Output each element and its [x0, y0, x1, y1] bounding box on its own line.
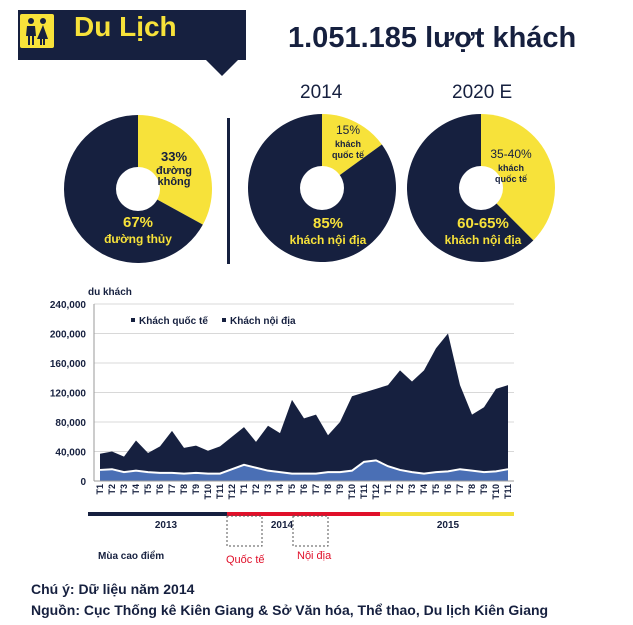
pie-divider [227, 118, 230, 264]
pie-slice-minor [481, 114, 555, 241]
x-tick-label: T10 [203, 484, 213, 500]
peak-season-label: Mùa cao điểm [98, 550, 164, 562]
pie-year-2020: 2020 E [452, 82, 513, 103]
x-tick-label: T1 [239, 484, 249, 495]
x-tick-label: T3 [407, 484, 417, 495]
y-tick-label: 160,000 [50, 359, 87, 370]
legend-marker [222, 318, 226, 322]
y-tick-label: 40,000 [55, 448, 86, 459]
page-title: Du Lịch [74, 11, 177, 42]
restroom-icon [20, 14, 54, 48]
x-tick-label: T10 [491, 484, 501, 500]
y-tick-label: 0 [80, 477, 86, 488]
x-tick-label: T2 [251, 484, 261, 495]
pie-minor-label: không [158, 176, 191, 188]
x-tick-label: T9 [479, 484, 489, 495]
y-tick-label: 120,000 [50, 389, 87, 400]
visitor-area-chart: 0 40,000 80,000 120,000 160,000 200,000 240,00… [50, 287, 514, 566]
x-tick-label: T6 [443, 484, 453, 495]
x-tick-label: T7 [455, 484, 465, 495]
y-tick-label: 240,000 [50, 300, 87, 311]
x-tick-label: T9 [191, 484, 201, 495]
pie-major-percent: 60-65% [457, 215, 509, 232]
x-tick-label: T8 [323, 484, 333, 495]
legend-marker [131, 318, 135, 322]
callout-box-domestic [292, 515, 329, 547]
x-tick-label: T4 [275, 484, 285, 495]
pie-center-hole [459, 166, 503, 210]
x-tick-label: T5 [431, 484, 441, 495]
y-axis-title: du khách [88, 287, 132, 298]
pie-center-hole [300, 166, 344, 210]
pie-major-label: khách nội địa [290, 233, 367, 247]
pie-minor-label: khách [498, 163, 524, 173]
x-tick-label: T7 [311, 484, 321, 495]
pie-center-hole [116, 167, 160, 211]
pie-minor-label: đường [156, 165, 192, 177]
x-tick-label: T8 [467, 484, 477, 495]
title-banner-pointer [206, 60, 238, 76]
pie-major-label: đường thủy [104, 232, 172, 246]
x-tick-label: T5 [143, 484, 153, 495]
x-tick-label: T1 [383, 484, 393, 495]
pie-slice-minor [322, 114, 382, 188]
x-tick-label: T12 [227, 484, 237, 500]
x-tick-label: T8 [179, 484, 189, 495]
x-tick-label: T11 [215, 484, 225, 499]
x-tick-label: T6 [155, 484, 165, 495]
x-tick-label: T3 [119, 484, 129, 495]
pie-year-2014: 2014 [300, 82, 343, 103]
pie-major-percent: 85% [313, 215, 343, 232]
x-tick-label: T6 [299, 484, 309, 495]
x-tick-label: T11 [359, 484, 369, 499]
data-note: Chú ý: Dữ liệu năm 2014 [31, 581, 195, 597]
series-area-international [100, 460, 508, 481]
year-band [88, 512, 227, 516]
legend-label: Khách quốc tế [139, 315, 208, 327]
series-line-international [99, 459, 509, 475]
year-band-label: 2013 [155, 520, 178, 531]
x-tick-label: T12 [371, 484, 381, 500]
year-band [227, 512, 380, 516]
x-tick-label: T7 [167, 484, 177, 495]
x-tick-label: T4 [419, 484, 429, 495]
year-band-label: 2015 [437, 520, 460, 531]
pie-minor-percent: 35-40% [490, 147, 532, 161]
pie-minor-label: quốc tế [495, 174, 528, 184]
x-tick-label: T11 [503, 484, 513, 499]
year-band [380, 512, 514, 516]
visitor-total-headline: 1.051.185 lượt khách [288, 22, 577, 54]
intl-callout-label: Quốc tế [226, 554, 265, 566]
title-banner [18, 10, 246, 60]
x-tick-label: T2 [395, 484, 405, 495]
year-band-label: 2014 [271, 520, 294, 531]
pie-major-label: khách nội địa [445, 233, 522, 247]
y-tick-label: 200,000 [50, 330, 87, 341]
pie-minor-percent: 15% [336, 123, 360, 137]
legend-label: Khách nội địa [230, 316, 296, 327]
domestic-callout-label: Nội địa [297, 550, 332, 562]
callout-box-international [226, 515, 263, 547]
y-tick-label: 80,000 [55, 418, 86, 429]
pie-major-percent: 67% [123, 214, 153, 231]
x-tick-label: T5 [287, 484, 297, 495]
pie-minor-percent: 33% [161, 149, 187, 164]
x-tick-label: T10 [347, 484, 357, 500]
x-tick-label: T1 [95, 484, 105, 495]
pie-minor-label: khách [335, 139, 361, 149]
series-area-domestic [100, 333, 508, 481]
x-tick-label: T2 [107, 484, 117, 495]
data-source: Nguồn: Cục Thống kê Kiên Giang & Sở Văn … [31, 602, 549, 618]
pie-minor-label: quốc tế [332, 150, 365, 160]
x-tick-label: T4 [131, 484, 141, 495]
x-tick-label: T3 [263, 484, 273, 495]
x-tick-label: T9 [335, 484, 345, 495]
